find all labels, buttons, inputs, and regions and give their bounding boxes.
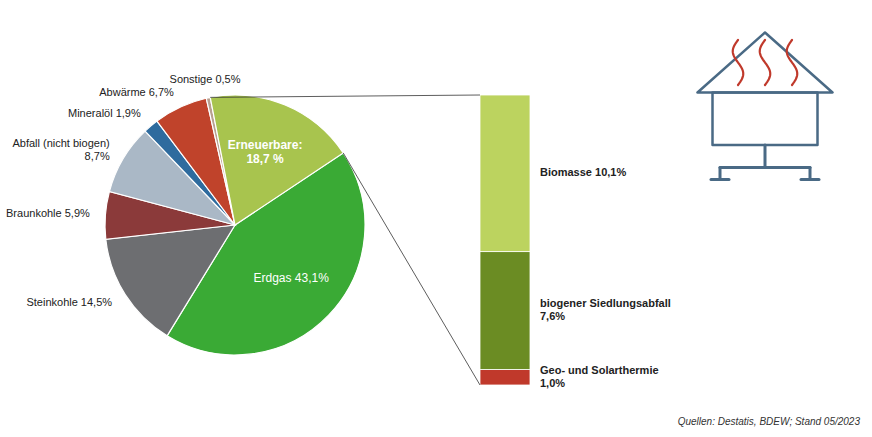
chart: Erdgas 43,1% Steinkohle 14,5% Braunkohle 5… (0, 0, 872, 437)
text-line: 8,7% (85, 150, 110, 162)
connector-line (210, 95, 480, 97)
pie-slice (106, 225, 235, 336)
slice-label: Steinkohle 14,5% (26, 296, 112, 308)
text-line: 18,7 % (246, 152, 284, 166)
slice-label: Erdgas 43,1% (253, 271, 329, 285)
source-note: Quellen: Destatis, BDEW; Stand 05/2023 (678, 416, 861, 427)
house-roof (698, 33, 833, 93)
text-line: Steinkohle 14,5% (26, 296, 112, 308)
text-line: Erdgas 43,1% (253, 271, 329, 285)
text-line: biogener Siedlungsabfall (540, 297, 671, 309)
pipe (809, 168, 812, 180)
pipe (711, 178, 729, 181)
text-line: Erneuerbare: (228, 138, 303, 152)
text-line: Abfall (nicht biogen) (12, 137, 109, 149)
bar-segment (480, 252, 530, 370)
text-line: Abwärme 6,7% (99, 86, 174, 98)
bar-labels: Geo- und Solarthermie1,0% biogener Siedlu… (540, 166, 671, 388)
background (0, 0, 872, 437)
text-line: 7,6% (540, 310, 565, 322)
text-line: Braunkohle 5,9% (6, 207, 90, 219)
pipe (719, 168, 722, 180)
pipe (720, 166, 810, 169)
slice-label: Braunkohle 5,9% (6, 207, 90, 219)
text-line: Biomasse 10,1% (540, 166, 626, 178)
bar-segment (480, 369, 530, 385)
segment-label: Biomasse 10,1% (540, 166, 626, 178)
heat-wave (787, 40, 797, 85)
segment-label: biogener Siedlungsabfall7,6% (540, 297, 671, 322)
segment-label: Geo- und Solarthermie1,0% (540, 364, 659, 389)
house-icon (698, 33, 833, 180)
connector-line (343, 153, 480, 385)
heat-wave (760, 40, 770, 85)
slice-label: Erneuerbare:18,7 % (228, 138, 303, 166)
text-line: Sonstige 0,5% (170, 73, 241, 85)
text-line: Geo- und Solarthermie (540, 364, 659, 376)
slice-label: Mineralöl 1,9% (68, 107, 141, 119)
heat-wave (733, 40, 743, 85)
slice-label: Abwärme 6,7% (99, 86, 174, 98)
text-line: Mineralöl 1,9% (68, 107, 141, 119)
pie-labels: Erdgas 43,1% Steinkohle 14,5% Braunkohle 5… (6, 73, 329, 308)
pie (105, 95, 365, 355)
pipe (801, 178, 819, 181)
slice-label: Abfall (nicht biogen)8,7% (12, 137, 109, 162)
house-wall (713, 93, 818, 146)
pie-slice (210, 95, 343, 225)
text-line: 1,0% (540, 377, 565, 389)
bar-segment (480, 95, 530, 252)
pipe (764, 145, 767, 168)
stacked-bar (480, 95, 530, 385)
slice-label: Sonstige 0,5% (170, 73, 241, 85)
